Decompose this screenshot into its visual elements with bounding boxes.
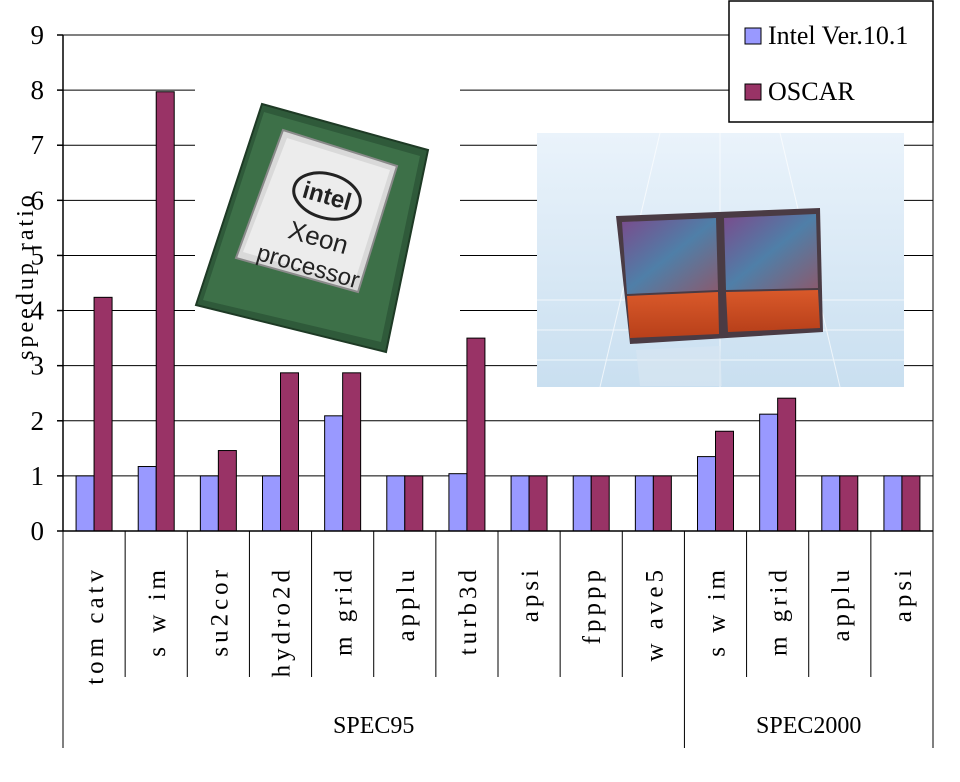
x-category-label-8: fpppp (579, 566, 606, 644)
x-category-label-1: s w im (144, 566, 171, 657)
bar-intel-swim-1 (137, 466, 157, 532)
y-tick-label: 7 (31, 130, 45, 160)
y-tick-label: 4 (31, 296, 45, 326)
bar-intel-hydro2d-3 (262, 475, 281, 532)
x-category-label-10: s w im (704, 566, 731, 657)
group-labels: SPEC95 SPEC2000 (333, 713, 861, 739)
legend-label-oscar: OSCAR (768, 77, 855, 106)
dual-core-die-image (537, 132, 904, 388)
bar-oscar-apsi-7 (528, 475, 548, 532)
bar-oscar-apsi-13 (901, 475, 921, 532)
y-tick-labels: 0 1 2 3 4 5 6 7 8 9 (31, 20, 45, 546)
bar-oscar-fpppp-8 (590, 475, 610, 532)
legend-swatch-oscar (744, 83, 762, 101)
bar-oscar-swim-1 (155, 91, 175, 532)
y-axis-title: speedup ratio (13, 192, 39, 360)
bar-intel-mgrid-11 (759, 413, 779, 532)
y-tick-label: 2 (31, 406, 45, 436)
bar-intel-tomcatv-0 (75, 475, 95, 532)
y-tick-label: 5 (31, 240, 45, 270)
xeon-processor-image: intel Xeon processor (194, 88, 460, 360)
bar-intel-turb3d-6 (448, 473, 468, 532)
x-category-label-13: apsi (890, 566, 917, 622)
bar-intel-applu-5 (386, 475, 406, 532)
bar-oscar-turb3d-6 (466, 337, 486, 532)
x-category-label-7: apsi (517, 566, 544, 622)
x-category-label-12: applu (828, 566, 855, 642)
y-tick-label: 9 (31, 20, 45, 50)
x-category-label-5: applu (393, 566, 420, 642)
bar-oscar-tomcatv-0 (93, 296, 113, 532)
bar-intel-apsi-7 (510, 475, 530, 532)
legend-label-intel: Intel Ver.10.1 (768, 21, 908, 50)
bar-intel-wave5-9 (634, 475, 654, 532)
category-labels: tom catv s w im su2cor hydro2d m grid applu tu… (62, 531, 934, 748)
bar-oscar-hydro2d-3 (280, 372, 299, 532)
x-category-label-6: turb3d (455, 566, 482, 655)
x-category-label-11: m grid (766, 566, 793, 656)
bar-intel-fpppp-8 (572, 475, 592, 532)
bar-oscar-applu-5 (404, 475, 424, 532)
x-category-label-0: tom catv (82, 566, 109, 685)
group-label-0: SPEC95 (333, 713, 414, 739)
bar-oscar-applu-12 (839, 475, 859, 532)
x-category-label-4: m grid (331, 566, 358, 656)
x-category-label-3: hydro2d (269, 566, 296, 677)
y-tick-label: 0 (31, 516, 45, 546)
y-tick-label: 8 (31, 75, 45, 105)
legend-swatch-intel (744, 27, 762, 45)
bar-intel-apsi-13 (883, 475, 903, 532)
bar-intel-su2cor-2 (199, 475, 219, 532)
x-category-label-9: w ave5 (641, 566, 668, 662)
group-label-1: SPEC2000 (756, 713, 861, 739)
x-category-label-2: su2cor (206, 566, 233, 657)
bar-oscar-mgrid-11 (777, 397, 797, 532)
bar-intel-swim-10 (697, 456, 716, 532)
bars (75, 91, 921, 532)
y-tick-label: 1 (31, 461, 45, 491)
bar-intel-applu-12 (821, 475, 841, 532)
bar-oscar-wave5-9 (652, 475, 672, 532)
bar-oscar-mgrid-4 (342, 372, 362, 532)
bar-oscar-su2cor-2 (217, 450, 237, 532)
bar-intel-mgrid-4 (324, 415, 344, 532)
bar-oscar-swim-10 (715, 430, 734, 532)
legend: Intel Ver.10.1 OSCAR (728, 0, 934, 123)
y-tick-label: 6 (31, 185, 45, 215)
y-tick-label: 3 (31, 351, 45, 381)
